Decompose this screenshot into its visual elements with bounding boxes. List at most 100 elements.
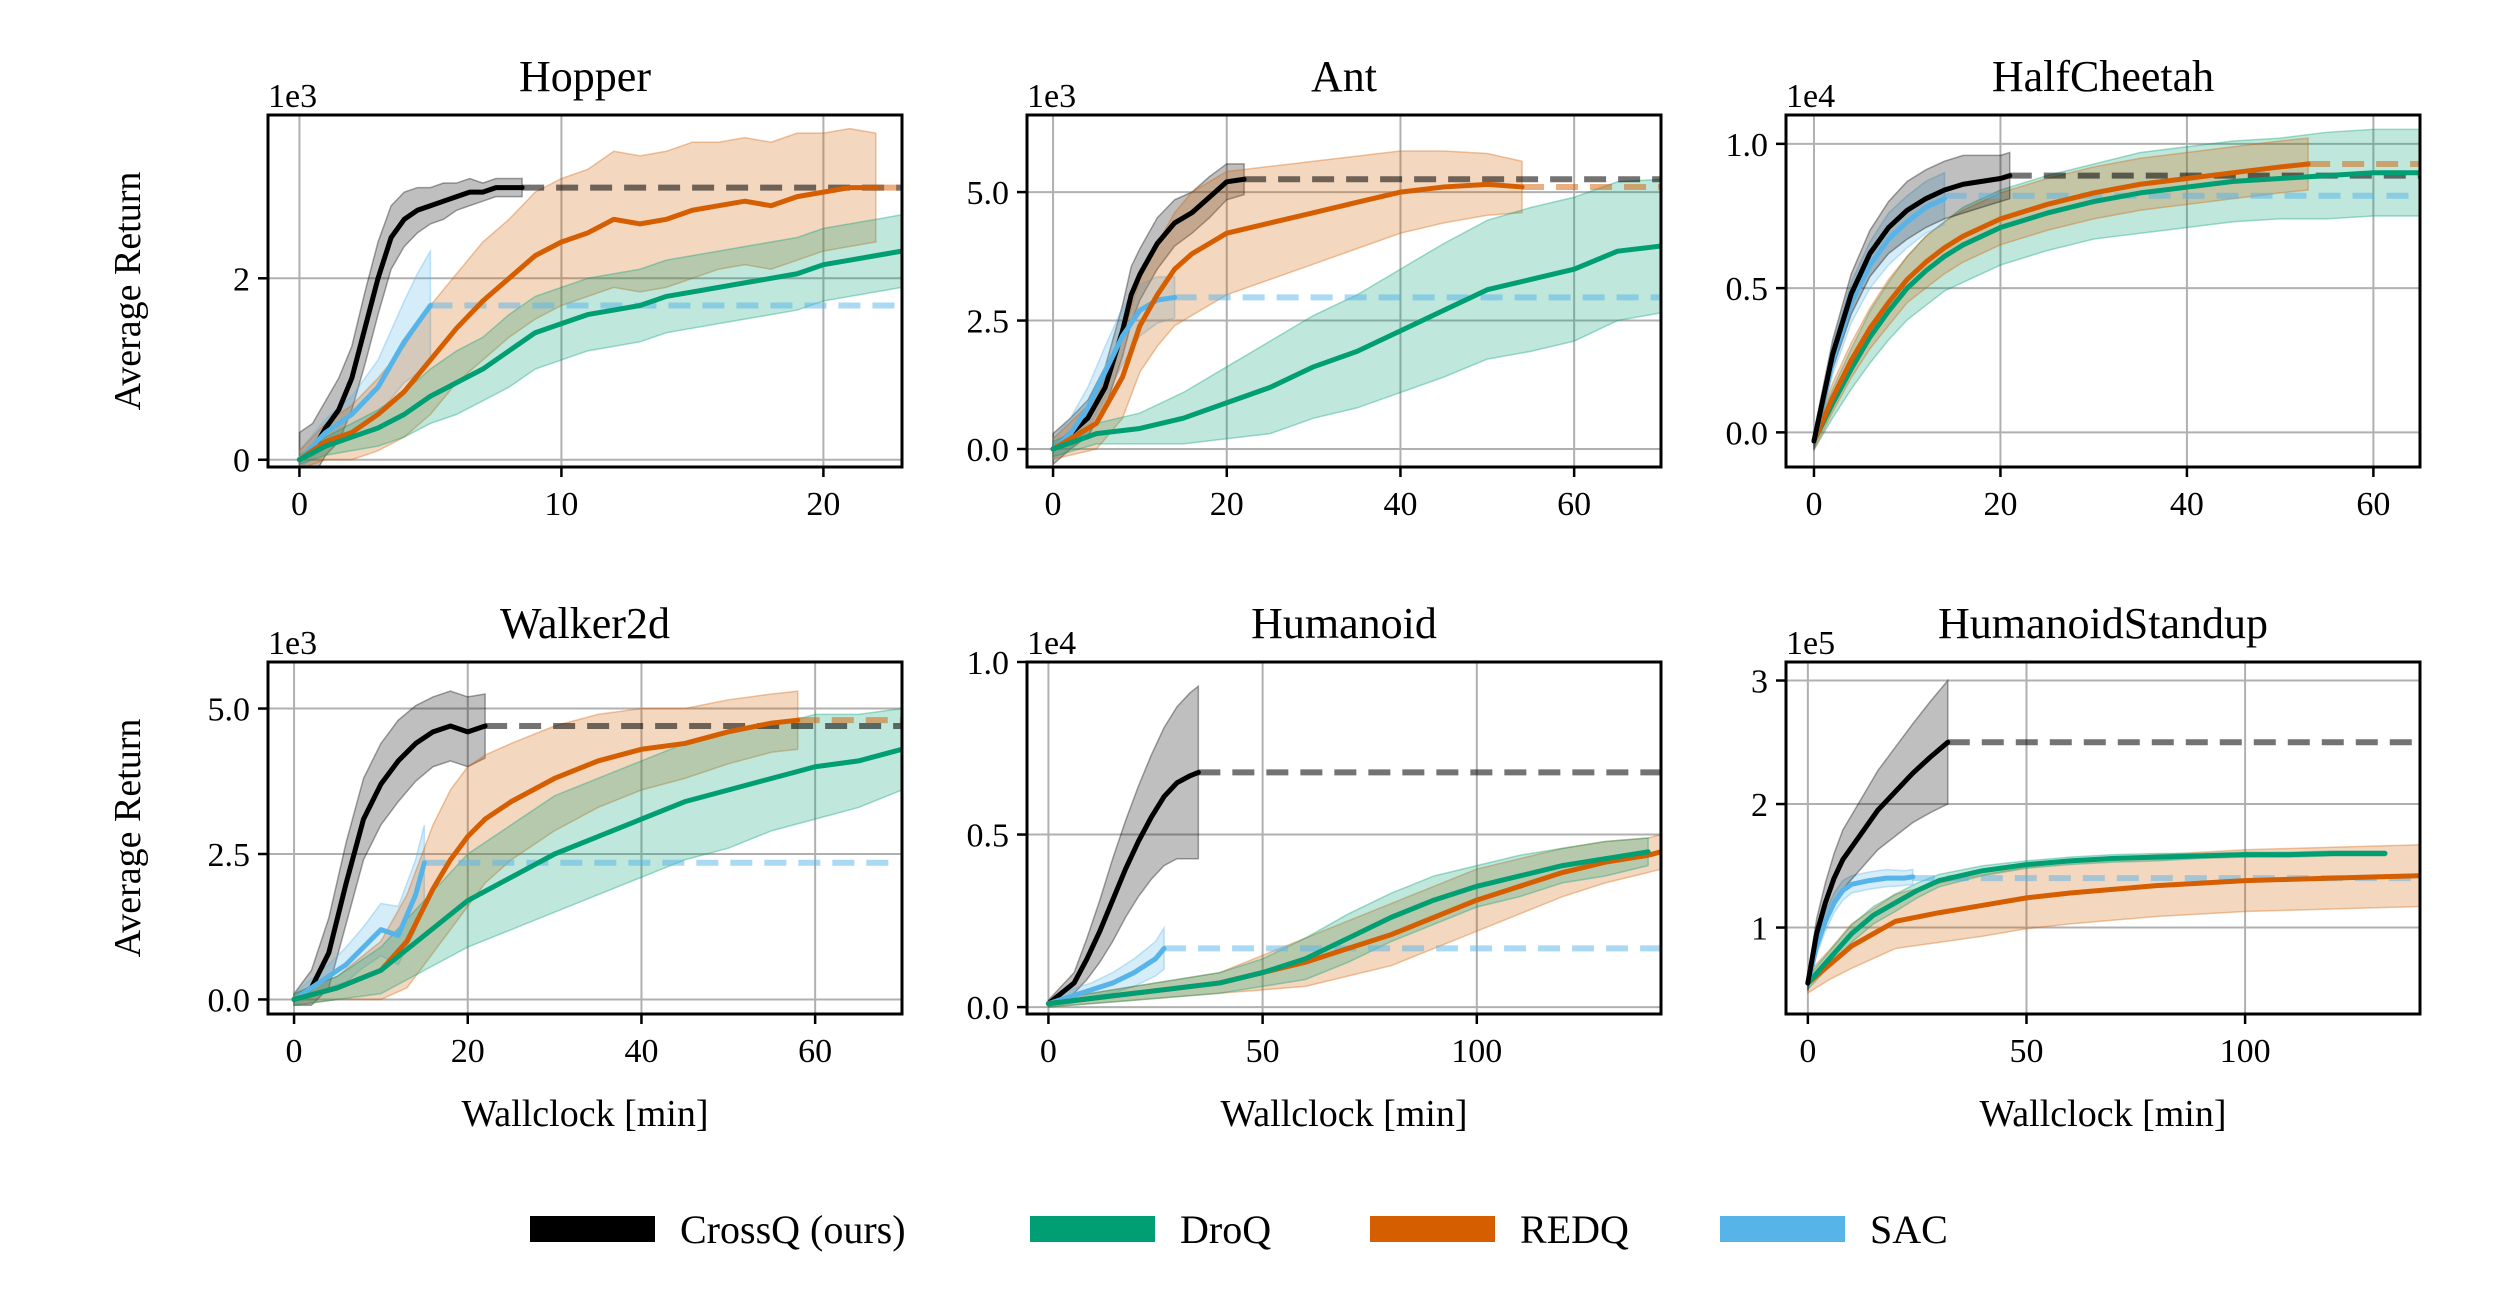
- subplot-humanoid: 0 50 100 0.0 0.5 1.0 Humanoid 1e4 Wallclock [min…: [967, 599, 1663, 1135]
- y-tick-label: 5.0: [967, 175, 1010, 212]
- y-scale-offset: 1e5: [1786, 625, 1835, 662]
- subplot-walker2d: 0 20 40 60 0.0 2.5 5.0 Walker2d 1e3 Average Retur…: [107, 599, 904, 1135]
- legend-swatch-droq: [1030, 1216, 1155, 1242]
- legend-swatch-sac: [1720, 1216, 1845, 1242]
- band-crossq: [298, 177, 523, 467]
- grid: [268, 662, 902, 1014]
- legend-item-redq: REDQ: [1370, 1207, 1629, 1252]
- subplot-ant: 0 20 40 60 0.0 2.5 5.0 Ant 1e3: [967, 52, 1663, 523]
- x-tick-label: 100: [2220, 1033, 2271, 1070]
- band-droq: [1813, 128, 2420, 453]
- x-tick-label: 20: [451, 1033, 485, 1070]
- y-tick-label: 1: [1751, 911, 1768, 948]
- line-droq: [1050, 243, 1661, 452]
- band-crossq: [1047, 684, 1200, 1009]
- legend-label-crossq: CrossQ (ours): [680, 1207, 906, 1252]
- band-redq: [1813, 137, 2309, 451]
- plot-area: [1811, 128, 2420, 453]
- subplot-title: Humanoid: [1251, 599, 1437, 648]
- line-redq: [1050, 181, 1525, 452]
- x-tick-label: 50: [2009, 1033, 2043, 1070]
- legend-swatch-crossq: [530, 1216, 655, 1242]
- x-tick-label: 0: [286, 1033, 303, 1070]
- y-tick-label: 0.0: [1726, 415, 1769, 452]
- line-crossq: [1805, 739, 1951, 986]
- line-crossq: [1811, 173, 2013, 444]
- legend: CrossQ (ours) DroQ REDQ SAC: [530, 1207, 1948, 1252]
- y-scale-offset: 1e3: [1027, 78, 1076, 115]
- band-sac: [1813, 171, 1946, 450]
- y-tick-label: 3: [1751, 664, 1768, 701]
- legend-item-droq: DroQ: [1030, 1207, 1271, 1252]
- band-crossq: [1052, 163, 1245, 467]
- band-redq: [298, 127, 877, 467]
- band-droq: [1052, 178, 1661, 458]
- plot-area: [1050, 150, 1661, 467]
- line-sac: [291, 860, 427, 1002]
- band-redq: [293, 690, 799, 1007]
- axes-frame: [1784, 660, 2422, 1016]
- y-tick-label: 2: [1751, 787, 1768, 824]
- line-sac: [1045, 945, 1167, 1007]
- y-tick-label: 0.0: [967, 432, 1010, 469]
- y-tick-label: 0.0: [967, 990, 1010, 1027]
- line-redq: [1811, 161, 2311, 444]
- x-axis-label: Wallclock [min]: [1979, 1093, 2226, 1135]
- plot-area: [291, 690, 902, 1007]
- x-tick-label: 20: [1983, 486, 2017, 523]
- x-axis-label: Wallclock [min]: [1220, 1093, 1467, 1135]
- x-tick-label: 40: [1383, 486, 1417, 523]
- line-crossq: [296, 185, 525, 463]
- y-scale-offset: 1e3: [268, 625, 317, 662]
- legend-label-sac: SAC: [1870, 1207, 1948, 1252]
- x-tick-label: 0: [1805, 486, 1822, 523]
- x-tick-label: 0: [1799, 1033, 1816, 1070]
- subplot-humanoidstandup: 0 50 100 1 2 3 HumanoidStandup 1e5 Wallclock [mi…: [1751, 599, 2422, 1135]
- axes-frame: [1784, 113, 2422, 469]
- grid: [1786, 662, 2420, 1014]
- x-tick-label: 10: [544, 486, 578, 523]
- y-tick-label: 1.0: [967, 645, 1010, 682]
- subplot-title: Ant: [1311, 52, 1377, 101]
- subplot-title: Walker2d: [500, 599, 670, 648]
- x-tick-label: 60: [798, 1033, 832, 1070]
- line-sac: [296, 303, 433, 463]
- line-redq: [291, 717, 801, 1002]
- line-droq: [1805, 850, 2388, 986]
- plot-area: [1805, 678, 2420, 995]
- x-tick-label: 50: [1246, 1033, 1280, 1070]
- x-tick-label: 0: [291, 486, 308, 523]
- y-axis-label: Average Return: [107, 719, 149, 958]
- y-tick-label: 0.0: [208, 982, 251, 1019]
- x-tick-label: 100: [1451, 1033, 1502, 1070]
- grid: [1027, 115, 1661, 467]
- legend-item-crossq: CrossQ (ours): [530, 1207, 906, 1252]
- y-tick-label: 2: [233, 261, 250, 298]
- y-tick-label: 5.0: [208, 692, 251, 729]
- line-redq: [296, 185, 879, 463]
- y-tick-label: 0: [233, 443, 250, 480]
- subplot-halfcheetah: 0 20 40 60 0.0 0.5 1.0 HalfCheetah 1e4: [1726, 52, 2422, 523]
- axes-frame: [1025, 660, 1663, 1016]
- x-tick-label: 40: [624, 1033, 658, 1070]
- plot-area: [296, 127, 902, 467]
- x-tick-label: 0: [1045, 486, 1062, 523]
- y-tick-label: 0.5: [1726, 271, 1769, 308]
- subplot-title: HumanoidStandup: [1938, 599, 2268, 648]
- legend-label-droq: DroQ: [1180, 1207, 1271, 1252]
- plot-area: [1045, 684, 1661, 1009]
- line-droq: [291, 746, 902, 1002]
- axes-frame: [1025, 113, 1663, 469]
- band-crossq: [293, 690, 486, 1007]
- legend-swatch-redq: [1370, 1216, 1495, 1242]
- subplot-title: HalfCheetah: [1992, 52, 2214, 101]
- axes-frame: [266, 660, 904, 1016]
- x-axis-label: Wallclock [min]: [461, 1093, 708, 1135]
- band-droq: [298, 214, 902, 466]
- y-tick-label: 2.5: [208, 837, 251, 874]
- axes-frame: [266, 113, 904, 469]
- legend-item-sac: SAC: [1720, 1207, 1948, 1252]
- line-droq: [1045, 849, 1651, 1007]
